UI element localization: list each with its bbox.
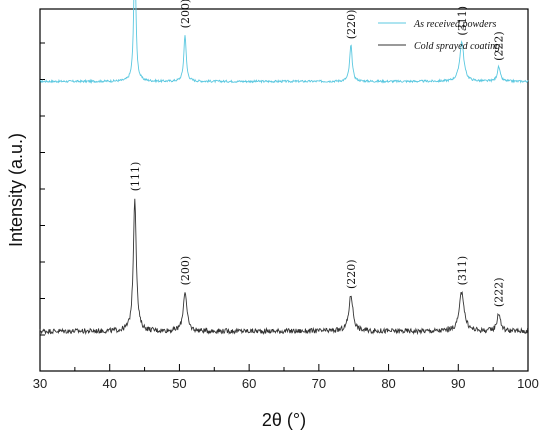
- x-tick-label: 40: [102, 376, 116, 391]
- peak-label: (220): [345, 10, 358, 40]
- x-tick-label: 80: [381, 376, 395, 391]
- y-axis-title: Intensity (a.u.): [6, 133, 26, 247]
- x-tick-label: 60: [242, 376, 256, 391]
- y-axis-ticks: [40, 42, 45, 336]
- legend-label: As received powders: [413, 19, 496, 30]
- peak-labels: (111)(200)(220)(311)(222)(111)(200)(220)…: [129, 0, 506, 307]
- series-layer: [39, 0, 529, 336]
- series-line-as-received: [39, 0, 529, 85]
- plot-frame: [39, 8, 529, 372]
- x-tick-label: 50: [172, 376, 186, 391]
- x-tick-label: 30: [33, 376, 47, 391]
- peak-label: (111): [129, 162, 142, 192]
- x-tick-label: 70: [312, 376, 326, 391]
- x-axis-title: 2θ (°): [262, 410, 306, 430]
- peak-label: (200): [179, 0, 192, 28]
- legend: As received powders Cold sprayed coating: [378, 19, 500, 52]
- series-line-cold-sprayed: [39, 198, 529, 336]
- x-axis-ticks: 30 40 50 60 70 80 90 100: [33, 364, 539, 391]
- x-tick-label: 90: [451, 376, 465, 391]
- peak-label: (222): [493, 277, 506, 307]
- peak-label: (200): [179, 256, 192, 286]
- peak-label: (220): [345, 259, 358, 289]
- x-tick-label: 100: [517, 376, 539, 391]
- legend-label: Cold sprayed coating: [414, 41, 500, 52]
- peak-label: (311): [456, 256, 469, 286]
- peak-label: (222): [493, 31, 506, 61]
- peak-label: (311): [456, 6, 469, 36]
